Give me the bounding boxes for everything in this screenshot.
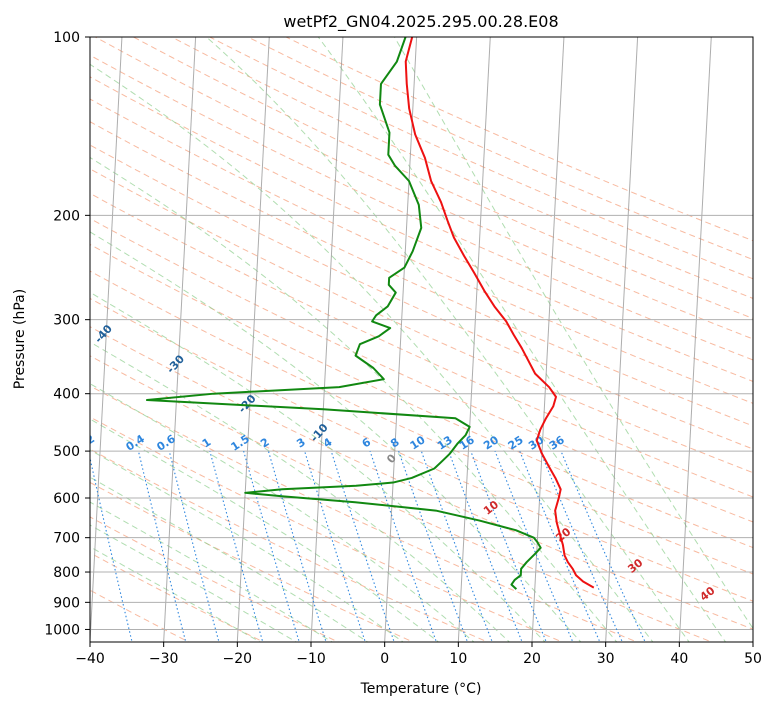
isotherm-line (384, 37, 418, 642)
mixing-ratio-line (267, 450, 327, 642)
mixing-ratio-label: 0.2 (74, 432, 97, 454)
mixing-ratio-line (243, 450, 300, 642)
mixing-ratio-line (137, 450, 187, 642)
mixing-ratio-line (470, 450, 547, 642)
dry-adiabat-line (90, 297, 753, 602)
moist-adiabat-line (90, 476, 369, 642)
isotherm-line (236, 37, 270, 642)
y-axis-label: Pressure (hPa) (12, 289, 28, 389)
moist-adiabat-line (90, 231, 582, 642)
dry-adiabat-line (170, 37, 753, 299)
dry-adiabats (90, 37, 753, 642)
isotherm-line (531, 37, 565, 642)
isotherm-line (90, 37, 123, 642)
isotherm-line (678, 37, 712, 642)
pressure-gridlines (90, 37, 753, 630)
isotherm-line (163, 37, 197, 642)
dry-adiabat-line (90, 121, 753, 427)
x-axis-label: Temperature (°C) (360, 681, 482, 697)
mixing-ratio-line (209, 450, 264, 642)
x-tick-label: 10 (449, 651, 467, 667)
y-tick-label: 600 (53, 491, 80, 507)
dry-adiabat-line (90, 98, 753, 404)
y-tick-label: 500 (53, 444, 80, 460)
dry-adiabat-line (90, 516, 340, 642)
dry-adiabat-line (208, 37, 753, 280)
dry-adiabat-line (90, 54, 753, 361)
mixing-ratio-line (330, 450, 395, 642)
y-tick-label: 800 (53, 565, 80, 581)
x-tick-label: −30 (149, 651, 179, 667)
plot-frame (89, 36, 754, 643)
moist-adiabat-line (90, 383, 475, 642)
x-tick-label: 20 (523, 651, 541, 667)
dry-adiabat-line (284, 37, 753, 242)
mixing-ratio-line (90, 455, 133, 642)
x-tick-label: −20 (223, 651, 253, 667)
x-tick-label: −10 (296, 651, 326, 667)
y-tick-label: 300 (53, 313, 80, 329)
sounding-profiles (145, 37, 595, 590)
isotherm-line (605, 37, 639, 642)
dry-adiabat-line (90, 355, 714, 642)
y-tick-label: 400 (53, 387, 80, 403)
isotherms (90, 37, 753, 642)
isotherm-line (310, 37, 344, 642)
dry-adiabat-line (246, 37, 753, 261)
chart-title: wetPf2_GN04.2025.295.00.28.E08 (283, 12, 558, 32)
temperature-profile-line (404, 37, 595, 589)
isotherm-line (457, 37, 491, 642)
dry-adiabat-line (94, 37, 753, 340)
mixing-ratio-line (304, 450, 366, 642)
x-tick-label: 30 (597, 651, 615, 667)
y-tick-label: 900 (53, 595, 80, 611)
dry-adiabat-line (90, 481, 415, 642)
x-tick-label: 50 (744, 651, 762, 667)
dry-adiabat-line (90, 416, 564, 642)
x-tick-label: 40 (670, 651, 688, 667)
mixing-ratio-line (448, 450, 523, 642)
y-tick-label: 1000 (44, 622, 80, 638)
mixing-ratio-line (398, 450, 469, 642)
y-tick-label: 200 (53, 208, 80, 224)
x-tick-label: −40 (75, 651, 105, 667)
y-axis-ticks: 100 200 300 400 500 600 700 800 900 1000 (44, 30, 90, 638)
x-tick-label: 0 (380, 651, 389, 667)
y-tick-label: 100 (53, 30, 80, 46)
dry-adiabat-line (90, 385, 639, 642)
dry-adiabat-line (90, 76, 753, 382)
y-tick-label: 700 (53, 531, 80, 547)
mixing-ratio-line (168, 450, 220, 642)
dry-adiabat-line (90, 270, 753, 575)
mixing-ratio-line (369, 450, 438, 642)
mixing-ratio-lines (90, 450, 646, 642)
dry-adiabat-line (90, 243, 753, 549)
mixing-ratio-line (420, 450, 493, 642)
x-axis-ticks: −40 −30 −20 −10 0 10 20 30 40 50 (75, 642, 762, 667)
dewpoint-profile-line (145, 37, 542, 590)
